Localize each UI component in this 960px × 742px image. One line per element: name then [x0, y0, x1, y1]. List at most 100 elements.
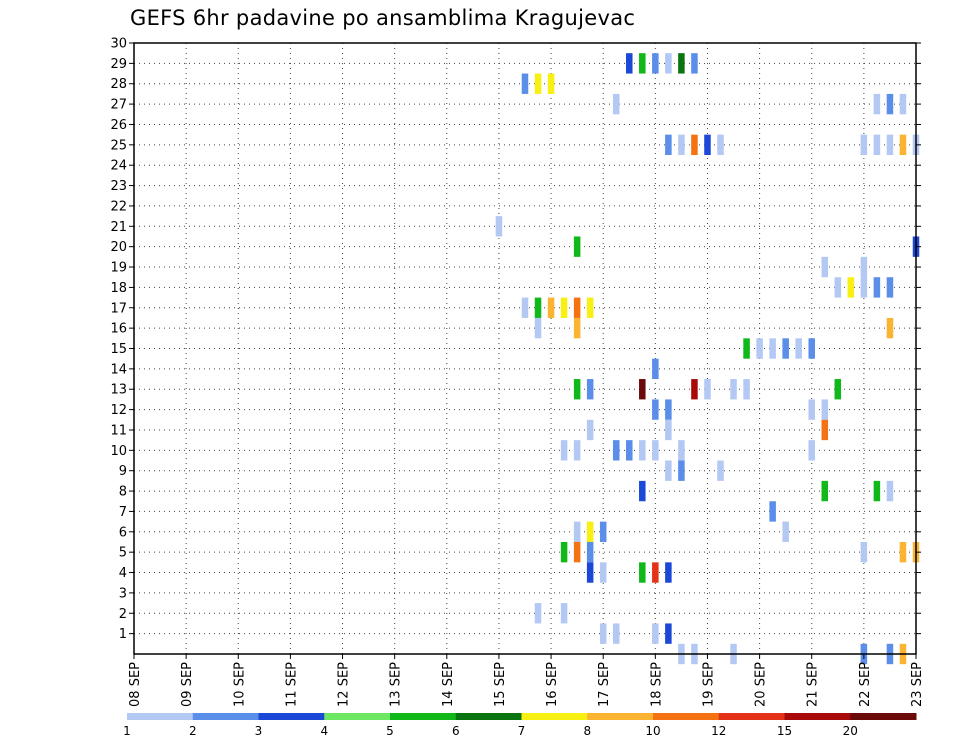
heatmap-cell [547, 73, 555, 94]
heatmap-cell [652, 562, 659, 583]
heatmap-cell [886, 480, 894, 502]
heatmap-cell [691, 53, 698, 74]
y-tick-label: 27 [110, 98, 127, 113]
x-tick-label: 16 SEP [545, 662, 560, 707]
heatmap-cell [560, 541, 568, 563]
heatmap-cell [756, 338, 763, 359]
heatmap-cell [521, 73, 529, 94]
heatmap-cell [821, 399, 829, 420]
heatmap-cell [534, 73, 542, 94]
x-tick-label: 20 SEP [754, 662, 769, 707]
heatmap-cell [678, 460, 685, 481]
y-tick-label: 4 [119, 566, 127, 581]
legend-color-swatch [587, 713, 654, 720]
legend-label: 1 [123, 724, 131, 738]
heatmap-cell [678, 440, 685, 461]
heatmap-cell [665, 460, 672, 481]
legend-label: 3 [255, 724, 263, 738]
heatmap-cell [795, 338, 802, 359]
heatmap-cell [665, 399, 672, 420]
heatmap-cell [665, 562, 672, 583]
heatmap-cell [652, 440, 659, 461]
legend-color-swatch [324, 713, 391, 720]
y-tick-label: 6 [119, 525, 127, 540]
legend-color-swatch [258, 713, 325, 720]
y-tick-label: 30 [110, 37, 127, 52]
heatmap-cell [573, 541, 581, 563]
y-tick-label: 18 [110, 281, 127, 296]
y-tick-label: 9 [119, 464, 127, 479]
y-tick-label: 12 [110, 403, 127, 418]
legend-color-swatch [521, 713, 588, 720]
heatmap-cell [899, 93, 907, 115]
x-tick-label: 12 SEP [337, 662, 352, 707]
x-tick-label: 11 SEP [284, 662, 299, 707]
heatmap-cell [873, 480, 881, 502]
legend-label: 12 [711, 724, 726, 738]
y-tick-label: 21 [110, 220, 127, 235]
x-tick-label: 08 SEP [128, 662, 143, 707]
heatmap-cell [612, 93, 620, 115]
heatmap-cell [821, 480, 829, 502]
heatmap-cell [639, 53, 646, 74]
y-tick-label: 28 [110, 77, 127, 92]
heatmap-cell [704, 134, 711, 156]
legend-color-swatch [127, 713, 194, 720]
legend-color-swatch [784, 713, 851, 720]
y-tick-label: 23 [110, 179, 127, 194]
heatmap-cell [495, 216, 503, 237]
heatmap-cell [860, 134, 868, 156]
heatmap-cell [808, 338, 815, 359]
legend-label: 5 [386, 724, 394, 738]
legend-label: 8 [583, 724, 591, 738]
heatmap-cell [665, 419, 672, 441]
y-tick-label: 16 [110, 322, 127, 337]
x-tick-label: 22 SEP [858, 662, 873, 707]
legend-color-swatch [192, 713, 259, 720]
heatmap-cell [743, 338, 750, 359]
heatmap-cell [782, 338, 789, 359]
heatmap-cell [665, 53, 672, 74]
heatmap-cell [769, 338, 776, 359]
x-tick-label: 23 SEP [910, 662, 925, 707]
heatmap-cell [639, 480, 646, 502]
heatmap-cell [652, 399, 659, 420]
heatmap-cell [782, 521, 789, 542]
heatmap-cell [886, 277, 894, 298]
y-tick-label: 14 [110, 362, 127, 377]
y-tick-label: 24 [110, 159, 127, 174]
heatmap-cell [834, 277, 842, 298]
heatmap-cell [586, 521, 594, 542]
legend-color-swatch [718, 713, 785, 720]
legend-label: 10 [645, 724, 660, 738]
legend-label: 6 [452, 724, 460, 738]
heatmap-cell [652, 53, 659, 74]
x-tick-label: 15 SEP [493, 662, 508, 707]
heatmap-cell [730, 379, 737, 400]
heatmap-cell [599, 521, 607, 542]
legend-label: 7 [518, 724, 526, 738]
heatmap-cell [639, 562, 646, 583]
heatmap-cell [860, 256, 868, 278]
heatmap-cell [691, 134, 698, 156]
y-tick-label: 20 [110, 240, 127, 255]
heatmap-cell [834, 379, 842, 400]
x-tick-label: 10 SEP [232, 662, 247, 707]
heatmap-cell [521, 297, 529, 318]
legend-label: 4 [320, 724, 328, 738]
legend-color-swatch [455, 713, 522, 720]
x-tick-label: 21 SEP [806, 662, 821, 707]
heatmap-cell [612, 440, 620, 461]
heatmap-cell [769, 501, 776, 522]
heatmap-cell [717, 134, 724, 156]
heatmap-cell [821, 419, 829, 441]
heatmap-cell [886, 93, 894, 115]
y-tick-label: 19 [110, 261, 127, 276]
y-tick-label: 5 [119, 546, 127, 561]
x-tick-label: 09 SEP [180, 662, 195, 707]
heatmap-cell [599, 623, 607, 644]
y-tick-label: 22 [110, 199, 127, 214]
heatmap-cell [573, 521, 581, 542]
